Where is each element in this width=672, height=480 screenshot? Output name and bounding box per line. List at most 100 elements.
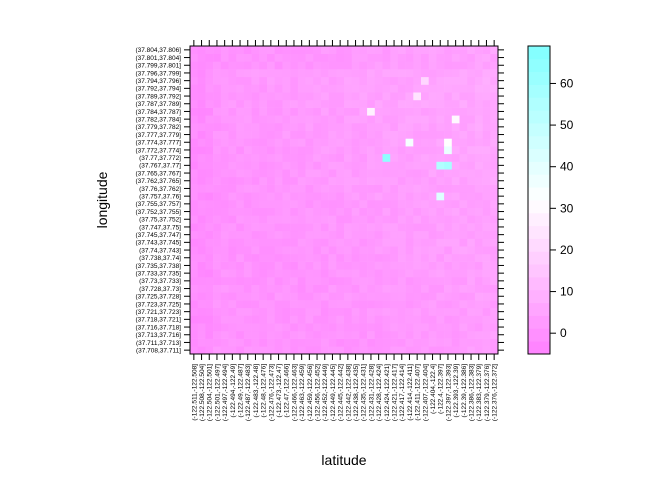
heatmap-cell bbox=[344, 76, 352, 85]
heatmap-cell bbox=[459, 76, 468, 85]
x-tick-label: (-122.483,-122.48] bbox=[253, 364, 260, 418]
heatmap-cell bbox=[228, 253, 237, 262]
heatmap-cell bbox=[228, 223, 237, 232]
heatmap-cell bbox=[413, 169, 422, 178]
heatmap-cell bbox=[243, 176, 252, 185]
heatmap-cell bbox=[259, 292, 268, 301]
heatmap-cell bbox=[328, 292, 337, 301]
heatmap-cell bbox=[359, 261, 368, 270]
heatmap-cell bbox=[328, 153, 337, 162]
heatmap-cell bbox=[359, 238, 368, 247]
heatmap-cell bbox=[190, 307, 198, 316]
heatmap-cell bbox=[467, 169, 476, 178]
heatmap-cell bbox=[213, 138, 222, 147]
heatmap-cell bbox=[305, 146, 314, 155]
heatmap-cell bbox=[297, 253, 306, 262]
heatmap-cell bbox=[251, 315, 260, 324]
heatmap-cell bbox=[428, 200, 437, 208]
heatmap-cell bbox=[344, 176, 352, 185]
heatmap-cell bbox=[290, 123, 299, 131]
heatmap-cell bbox=[205, 292, 214, 301]
heatmap-cell bbox=[367, 107, 376, 116]
heatmap-cell bbox=[490, 169, 499, 178]
heatmap-cell bbox=[290, 238, 299, 247]
heatmap-cell bbox=[267, 330, 275, 339]
heatmap-cell bbox=[251, 192, 260, 201]
heatmap-cell bbox=[290, 261, 299, 270]
heatmap-cell bbox=[397, 330, 406, 339]
heatmap-cell bbox=[413, 138, 422, 147]
x-tick-label: (-122.445,-122.442] bbox=[338, 364, 345, 421]
heatmap-cell bbox=[197, 261, 206, 270]
heatmap-cell bbox=[444, 53, 453, 62]
heatmap-cell bbox=[474, 176, 483, 185]
heatmap-cell bbox=[390, 99, 399, 108]
heatmap-cell bbox=[305, 315, 314, 324]
heatmap-cell bbox=[382, 200, 391, 208]
heatmap-cell bbox=[421, 277, 429, 285]
heatmap-cell bbox=[367, 338, 376, 347]
heatmap-cell bbox=[220, 84, 229, 93]
heatmap-cell bbox=[251, 115, 260, 124]
heatmap-cell bbox=[328, 338, 337, 347]
heatmap-cell bbox=[405, 76, 414, 85]
heatmap-cell bbox=[474, 153, 483, 162]
heatmap-cell bbox=[405, 46, 414, 54]
heatmap-cell bbox=[236, 146, 245, 155]
heatmap-cell bbox=[367, 323, 376, 332]
heatmap-cell bbox=[451, 46, 460, 54]
heatmap-cell bbox=[467, 69, 476, 78]
heatmap-cell bbox=[213, 207, 222, 216]
heatmap-cell bbox=[282, 323, 291, 332]
x-tick-label: (-122.504,-122.501] bbox=[207, 364, 214, 421]
heatmap-cell bbox=[397, 107, 406, 116]
heatmap-cell bbox=[282, 307, 291, 316]
heatmap-cell bbox=[482, 261, 491, 270]
heatmap-cell bbox=[213, 338, 222, 347]
heatmap-cell bbox=[397, 161, 406, 170]
heatmap-cell bbox=[459, 107, 468, 116]
heatmap-cell bbox=[451, 53, 460, 62]
heatmap-cell bbox=[236, 84, 245, 93]
x-tick-label: (-122.473,-122.47] bbox=[276, 364, 283, 418]
heatmap-cell bbox=[236, 61, 245, 70]
heatmap-cell bbox=[359, 207, 368, 216]
heatmap-cell bbox=[236, 346, 245, 355]
x-axis-tick-labels: (-122.511,-122.508] (-122.508,-122.504] (-… bbox=[191, 364, 498, 421]
heatmap-cell bbox=[405, 215, 414, 224]
heatmap-cell bbox=[259, 176, 268, 185]
heatmap-cell bbox=[197, 346, 206, 355]
heatmap-cell bbox=[297, 192, 306, 201]
heatmap-cell bbox=[259, 330, 268, 339]
heatmap-cell bbox=[243, 84, 252, 93]
heatmap-cell bbox=[205, 307, 214, 316]
heatmap-cell bbox=[320, 323, 329, 332]
heatmap-cell bbox=[259, 307, 268, 316]
heatmap-cell bbox=[413, 92, 422, 101]
heatmap-cell bbox=[459, 246, 468, 255]
y-tick-label: (37.799,37.801] bbox=[135, 63, 181, 70]
heatmap-cell bbox=[421, 161, 429, 170]
heatmap-cell bbox=[405, 284, 414, 293]
heatmap-cell bbox=[351, 323, 360, 332]
heatmap-cell bbox=[197, 338, 206, 347]
heatmap-cell bbox=[251, 176, 260, 185]
heatmap-cell bbox=[228, 107, 237, 116]
heatmap-cell bbox=[190, 323, 198, 332]
heatmap-cell bbox=[490, 115, 499, 124]
heatmap-cell bbox=[390, 107, 399, 116]
heatmap-cell bbox=[444, 269, 453, 278]
heatmap-cell bbox=[305, 307, 314, 316]
heatmap-cell bbox=[367, 284, 376, 293]
heatmap-cell bbox=[451, 261, 460, 270]
heatmap-cell bbox=[236, 184, 245, 193]
heatmap-cell bbox=[190, 215, 198, 224]
heatmap-cell bbox=[220, 300, 229, 309]
heatmap-cell bbox=[451, 138, 460, 147]
heatmap-cell bbox=[344, 223, 352, 232]
heatmap-cell bbox=[397, 238, 406, 247]
heatmap-cell bbox=[405, 277, 414, 285]
heatmap-cell bbox=[236, 246, 245, 255]
heatmap-cell bbox=[328, 169, 337, 178]
heatmap-cell bbox=[413, 46, 422, 54]
